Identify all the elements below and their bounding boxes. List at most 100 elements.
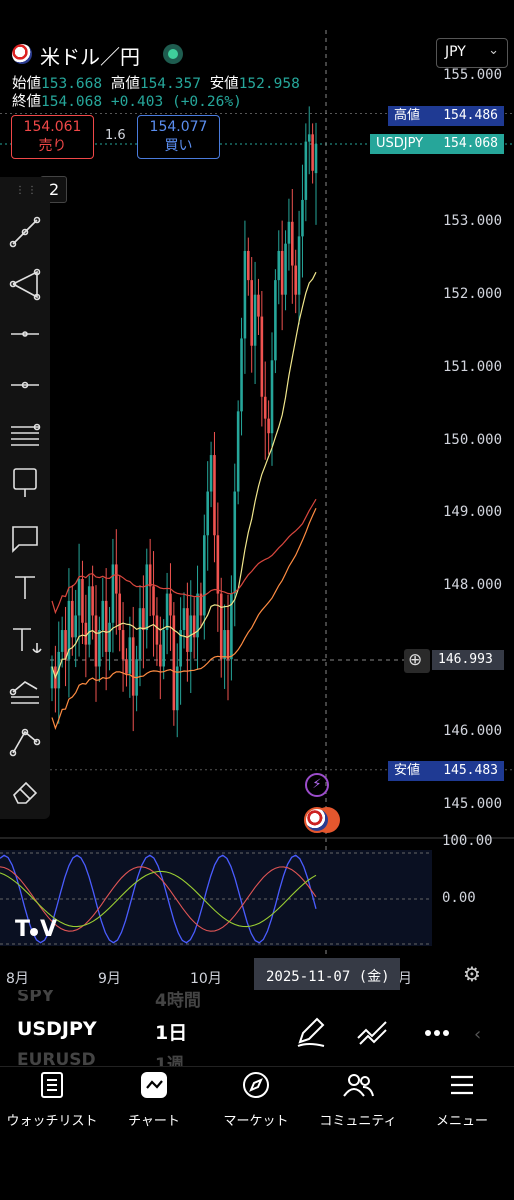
add-alert-button[interactable]: ⊕ [404, 649, 430, 673]
settings-gear-icon[interactable]: ⚙ [463, 962, 481, 986]
candle-body [87, 586, 91, 645]
buy-button[interactable]: 154.077 買い [137, 115, 220, 159]
cursor-date: 2025-11-07 (金) [266, 969, 390, 985]
nav-watchlist[interactable]: ウォッチリスト [2, 1070, 102, 1129]
pattern-icon[interactable] [9, 681, 40, 704]
price-label-icon[interactable] [13, 468, 37, 497]
oscillator-blue [0, 854, 317, 944]
symbol-price-tag: USDJPY 154.068 [370, 134, 504, 154]
candle-body [148, 564, 152, 587]
low-tag-value: 145.483 [443, 763, 498, 778]
candle-body [192, 615, 196, 638]
watchlist-icon [41, 1072, 63, 1098]
price-tick-label: 151.000 [443, 358, 503, 375]
horizontal-line-icon[interactable] [11, 331, 39, 337]
horizontal-ray-icon[interactable] [11, 381, 39, 389]
economic-event-flag-icon[interactable] [304, 806, 340, 834]
projection-icon[interactable] [9, 728, 41, 757]
candle-body [247, 250, 250, 281]
candle-body [175, 666, 179, 711]
candle-body [203, 535, 206, 616]
low-tag-label: 安値 [394, 763, 421, 778]
candle-body [67, 600, 71, 660]
buy-price: 154.077 [149, 119, 208, 135]
nav-market[interactable]: マーケット [206, 1070, 306, 1129]
symbol-peek-row[interactable]: SPY 4時間 USDJPY 1日 EURUSD 1週 ‹ [0, 990, 514, 1066]
moving-average-yellow [51, 271, 317, 680]
sell-label: 売り [38, 138, 67, 154]
chevron-left-icon[interactable]: ‹ [474, 1024, 481, 1045]
price-tick-label: 146.000 [443, 723, 503, 740]
candle-body [179, 630, 182, 667]
text-icon[interactable] [15, 576, 35, 599]
candle-body [121, 630, 125, 660]
high-value: 154.357 [139, 76, 201, 92]
more-options-icon[interactable] [425, 1030, 449, 1036]
price-chart[interactable] [0, 0, 514, 990]
candle-body [84, 622, 88, 645]
nav-label-menu: メニュー [435, 1114, 488, 1129]
low-price-tag: 安値 145.483 [388, 761, 504, 781]
nav-community[interactable]: コミュニティ [308, 1070, 408, 1129]
candle-body [304, 141, 308, 200]
candle-body [118, 593, 121, 631]
anchored-text-icon[interactable] [13, 628, 42, 653]
spread-value: 1.6 [105, 128, 126, 143]
moving-average-orange [51, 508, 317, 731]
callout-icon[interactable] [12, 526, 38, 553]
time-axis[interactable]: 8月 9月 10月 月 2025-11-07 (金) ⚙ [0, 958, 514, 990]
candle-body [196, 593, 199, 638]
cursor-date-tag: 2025-11-07 (金) [254, 958, 400, 990]
peek-symbol-below: EURUSD [17, 1050, 96, 1066]
candle-body [294, 265, 297, 295]
symbol-flag-icon [12, 44, 32, 64]
sell-button[interactable]: 154.061 売り [11, 115, 94, 159]
high-label: 高値 [110, 76, 140, 92]
candle-body [186, 608, 189, 652]
high-tag-value: 154.486 [443, 108, 498, 123]
candle-body [74, 615, 77, 638]
candle-body [277, 250, 281, 281]
candle-body [260, 316, 264, 397]
currency-select[interactable]: JPY ⌄ [436, 38, 508, 68]
candle-body [138, 608, 142, 660]
nav-label-community: コミュニティ [319, 1114, 397, 1129]
candle-body [98, 630, 101, 667]
price-tick-label: 145.000 [443, 796, 503, 812]
candle-body [71, 600, 74, 638]
pencil-icon[interactable] [297, 1017, 325, 1047]
osc-mid-value: 0.00 [442, 890, 476, 906]
candle-body [108, 622, 111, 652]
candle-body [314, 143, 318, 174]
nav-chart[interactable]: チャート [104, 1070, 204, 1129]
trend-line-icon[interactable] [9, 216, 41, 248]
low-label: 安値 [209, 76, 239, 92]
drag-handle-icon[interactable]: ⋮⋮ [15, 185, 39, 196]
candle-body [287, 221, 291, 244]
candle-body [230, 593, 233, 660]
candle-body [233, 491, 237, 594]
candle-body [131, 637, 135, 696]
time-label-aug: 8月 [6, 971, 29, 987]
indicators-icon[interactable] [357, 1021, 387, 1045]
fibonacci-icon[interactable] [11, 423, 41, 446]
close-label: 終値 [12, 94, 41, 110]
peek-interval-above: 4時間 [155, 991, 201, 1011]
symbol-tag-value: 154.068 [443, 136, 498, 151]
eraser-icon[interactable] [13, 781, 38, 804]
nav-label-watchlist: ウォッチリスト [6, 1114, 98, 1129]
current-symbol: USDJPY [17, 1018, 97, 1040]
candle-body [60, 630, 64, 652]
candle-body [257, 294, 260, 317]
lightning-event-icon[interactable]: ⚡ [305, 773, 329, 797]
candle-body [145, 564, 149, 631]
nav-menu[interactable]: メニュー [412, 1070, 512, 1129]
menu-icon [451, 1075, 473, 1095]
peek-interval-below: 1週 [155, 1055, 184, 1066]
symbol-title[interactable]: 米ドル／円 [40, 45, 140, 69]
candle-body [104, 600, 108, 652]
candle-body [101, 600, 105, 631]
ohlc-line-1: 始値153.668 高値154.357 安値152.958 [12, 72, 300, 93]
candle-body [162, 630, 165, 667]
path-line-icon[interactable] [9, 268, 41, 301]
